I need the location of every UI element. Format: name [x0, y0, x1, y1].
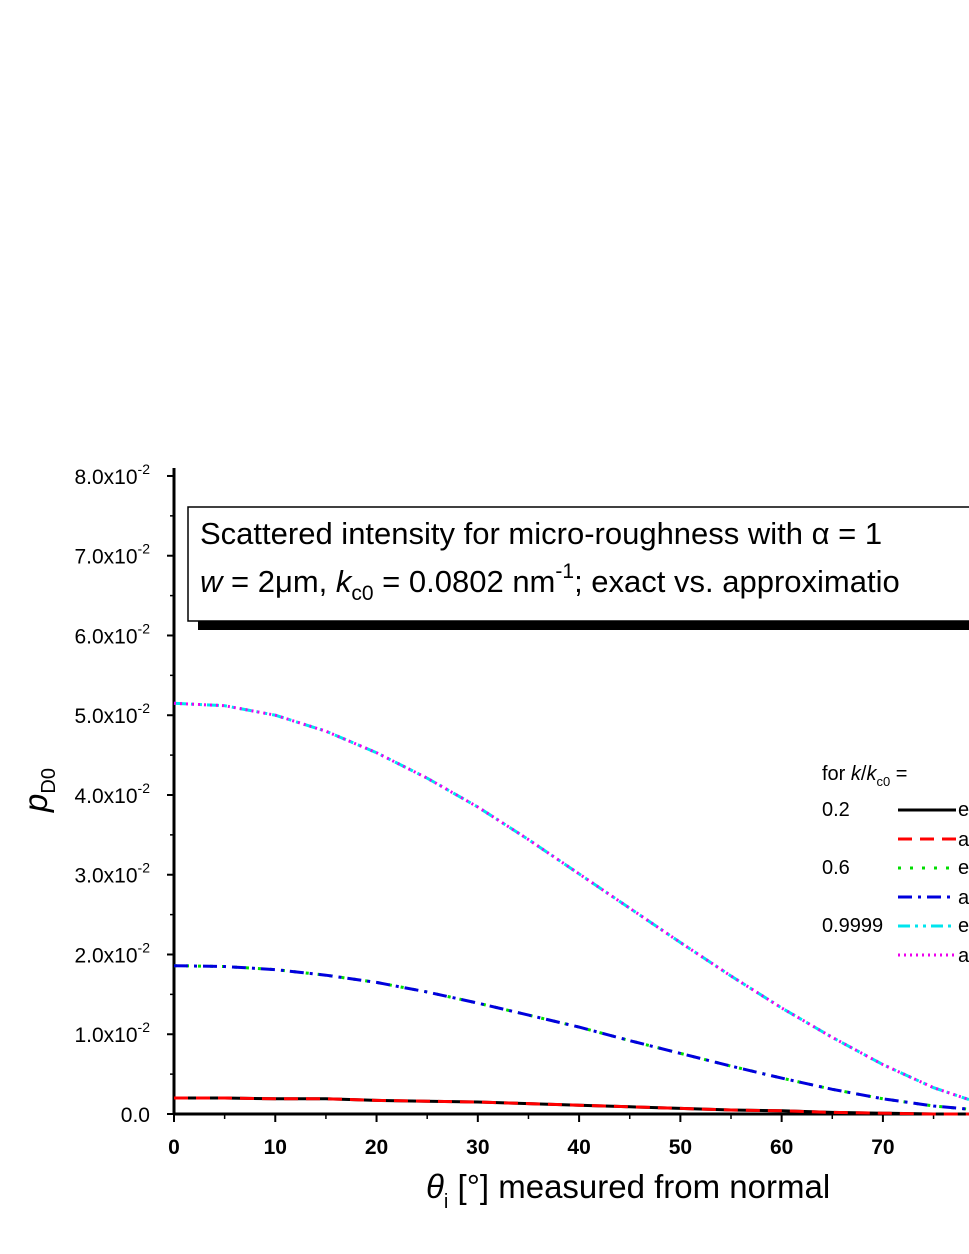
- x-ticks: 0 10 20 30 40 50 60 70: [168, 1114, 935, 1159]
- x-tick-label: 60: [770, 1136, 793, 1159]
- y-tick-label: 1.0x10-2: [74, 1019, 150, 1047]
- annotation-box: Scattered intensity for micro-roughness …: [187, 506, 969, 630]
- legend: for k/kc0 = 0.2 0.6 0.9999 e a e a e a: [822, 763, 969, 967]
- legend-entry-text: e: [958, 857, 969, 879]
- legend-samples: [898, 808, 956, 957]
- legend-group-label: 0.6: [822, 857, 850, 879]
- x-tick-label: 0: [168, 1136, 180, 1159]
- x-tick-label: 40: [567, 1136, 590, 1159]
- legend-entry-text: e: [958, 915, 969, 937]
- annotation-shadow: [198, 620, 969, 630]
- svg-text:pD0: pD0: [17, 768, 60, 813]
- y-tick-label: 7.0x10-2: [74, 541, 150, 569]
- x-tick-label: 10: [264, 1136, 287, 1159]
- legend-entry-text: a: [958, 945, 969, 967]
- legend-title: for k/kc0 =: [822, 763, 907, 789]
- y-ticks: 0.0 1.0x10-2 2.0x10-2 3.0x10-2 4.0x10-2 5.0x1…: [74, 461, 174, 1127]
- x-tick-label: 20: [365, 1136, 388, 1159]
- legend-group-label: 0.2: [822, 799, 850, 821]
- legend-entry-text: a: [958, 887, 969, 909]
- annotation-frame: [187, 506, 969, 622]
- legend-group-label: 0.9999: [822, 915, 883, 937]
- y-tick-label: 6.0x10-2: [74, 620, 150, 648]
- x-axis-title: θi [°] measured from normal: [426, 1168, 830, 1213]
- y-axis-title: pD0: [17, 768, 60, 813]
- series-layer: [173, 701, 969, 1116]
- y-tick-label: 8.0x10-2: [74, 461, 150, 489]
- series-line: [173, 964, 969, 1111]
- y-tick-label: 3.0x10-2: [74, 860, 150, 888]
- series-line: [173, 701, 969, 1102]
- x-tick-label: 50: [669, 1136, 692, 1159]
- x-tick-label: 70: [871, 1136, 894, 1159]
- legend-entry-text: e: [958, 799, 969, 821]
- y-tick-label: 5.0x10-2: [74, 700, 150, 728]
- y-tick-label: 4.0x10-2: [74, 780, 150, 808]
- legend-entry-text: a: [958, 829, 969, 851]
- series-line: [173, 964, 969, 1111]
- series-line: [174, 1096, 969, 1116]
- y-tick-label: 0.0: [121, 1104, 150, 1127]
- annotation-line2: w = 2μm, kc0 = 0.0802 nm-1; exact vs. ap…: [200, 560, 900, 605]
- x-tick-label: 30: [466, 1136, 489, 1159]
- annotation-line1: Scattered intensity for micro-roughness …: [200, 516, 882, 551]
- y-tick-label: 2.0x10-2: [74, 939, 150, 967]
